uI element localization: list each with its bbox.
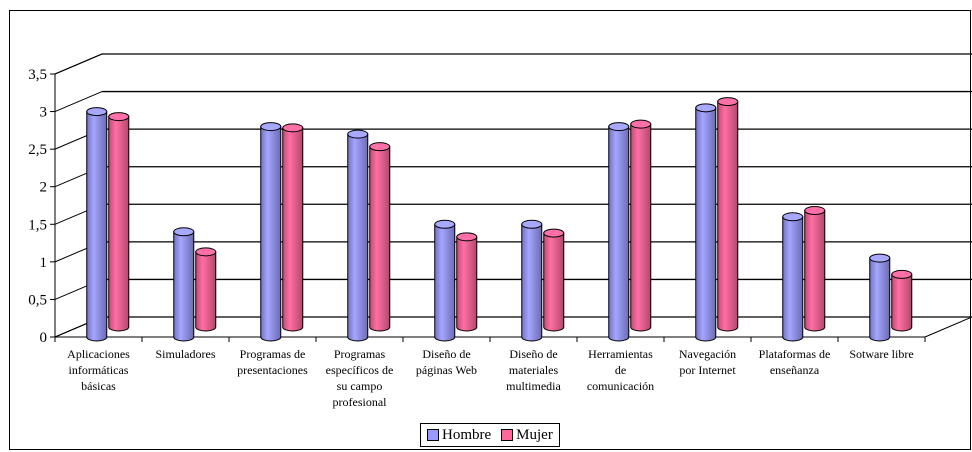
x-category-label: Programas [334, 347, 386, 361]
bar-top-mujer [717, 97, 739, 107]
bar-top-hombre [347, 129, 369, 139]
bar-hombre [86, 111, 108, 342]
bar-top-hombre [521, 219, 543, 229]
bar-mujer [282, 127, 304, 332]
bar-mujer [717, 101, 739, 332]
bar-top-mujer [456, 232, 478, 242]
bar-top-mujer [369, 142, 391, 152]
bar-hombre [695, 107, 717, 342]
bar-top-mujer [543, 228, 565, 238]
bar-hombre [260, 126, 282, 342]
bar-mujer [630, 123, 652, 332]
floor-right-edge [924, 316, 972, 338]
x-category-label: de [615, 363, 626, 377]
bar-hombre [173, 231, 195, 342]
x-category-label: específicos de [326, 363, 394, 377]
legend-item-hombre: Hombre [427, 427, 491, 444]
x-category-label: Programas de [240, 347, 306, 361]
bar-mujer [195, 251, 217, 332]
bar-hombre [608, 126, 630, 342]
y-tick-label: 0 [40, 330, 48, 346]
x-category-label: páginas Web [416, 363, 477, 377]
bar-top-hombre [260, 122, 282, 132]
x-category-label: multimedia [506, 379, 561, 393]
legend-swatch-mujer [501, 429, 514, 441]
bar-mujer [891, 273, 913, 332]
side-gridline [54, 91, 103, 113]
bar-mujer [456, 236, 478, 332]
x-category-label: Herramientas [588, 347, 653, 361]
legend-item-mujer: Mujer [501, 427, 553, 444]
bar-hombre [347, 133, 369, 342]
bar-hombre [521, 223, 543, 342]
x-category-label: su campo [337, 379, 383, 393]
y-tick-label: 0,5 [28, 292, 47, 308]
x-category-label: Diseño de [509, 347, 557, 361]
x-category-label: Aplicaciones [67, 347, 130, 361]
bar-top-hombre [695, 103, 717, 113]
bar-mujer [108, 116, 130, 332]
bar-hombre [869, 257, 891, 342]
legend-swatch-hombre [427, 429, 439, 441]
x-category-label: materiales [509, 363, 559, 377]
x-category-label: Sotware libre [849, 347, 913, 361]
x-category-label: enseñanza [770, 363, 820, 377]
x-category-label: comunicación [587, 379, 654, 393]
y-tick-label: 2,5 [28, 142, 47, 158]
bar-top-mujer [195, 247, 217, 257]
bar-hombre [782, 216, 804, 342]
x-category-label: informáticas [69, 363, 129, 377]
bar-top-hombre [173, 227, 195, 237]
y-tick-label: 3 [40, 105, 48, 121]
bar-top-mujer [891, 269, 913, 279]
legend-label-hombre: Hombre [442, 426, 492, 443]
y-tick-label: 1,5 [28, 217, 47, 233]
bar-mujer [804, 210, 826, 332]
bar-top-hombre [86, 107, 108, 117]
x-category-label: básicas [81, 379, 116, 393]
x-category-label: Diseño de [422, 347, 470, 361]
y-tick-label: 2 [40, 180, 48, 196]
x-category-label: por Internet [679, 363, 736, 377]
x-category-label: Navegación [679, 347, 736, 361]
y-tick-label: 3,5 [28, 67, 47, 83]
bar-mujer [543, 232, 565, 332]
bar-top-hombre [869, 253, 891, 263]
bar-top-mujer [282, 123, 304, 133]
legend: Hombre Mujer [420, 423, 560, 447]
bar-top-mujer [630, 119, 652, 129]
side-gridline [54, 53, 103, 75]
x-category-label: presentaciones [237, 363, 308, 377]
x-category-label: Plataformas de [759, 347, 831, 361]
bar-mujer [369, 146, 391, 332]
x-category-label: Simuladores [156, 347, 216, 361]
x-category-label: profesional [333, 395, 388, 409]
bar-top-mujer [108, 112, 130, 122]
y-tick-label: 1 [40, 255, 48, 271]
bar-hombre [434, 223, 456, 342]
bar-top-hombre [608, 122, 630, 132]
bar-top-hombre [434, 219, 456, 229]
legend-label-mujer: Mujer [516, 426, 553, 443]
bar-top-mujer [804, 206, 826, 216]
bar-top-hombre [782, 212, 804, 222]
